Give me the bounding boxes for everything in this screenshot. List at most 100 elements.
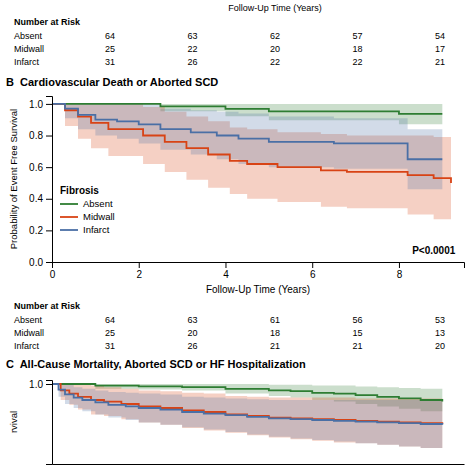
table-cell: 18	[352, 44, 362, 54]
table-row-name: Absent	[14, 315, 43, 325]
plot-area	[52, 384, 442, 450]
survival-line	[52, 384, 442, 425]
tick-group: 0	[50, 262, 56, 280]
legend-entry: Midwall	[83, 211, 115, 222]
annotation: P<0.0001	[412, 245, 456, 256]
axis	[53, 464, 465, 465]
chart-root: Follow-Up Time (Years) Number at Risk Abse…	[0, 0, 474, 474]
tick-group: 6	[310, 262, 316, 280]
km-panel: C All-Cause Mortality, Aborted SCD or HF…	[6, 358, 465, 465]
table-cell: 20	[435, 341, 445, 351]
table-cell: 22	[270, 57, 280, 67]
km-panel: B Cardiovascular Death or Aborted SCD 0 2 4…	[6, 76, 465, 295]
table-cell: 31	[105, 57, 115, 67]
chart-svg: Follow-Up Time (Years) Number at Risk Abse…	[0, 0, 474, 474]
table-cell: 31	[105, 341, 115, 351]
panel-title: B Cardiovascular Death or Aborted SCD	[6, 76, 218, 88]
table-cell: 20	[270, 44, 280, 54]
table-cell: 21	[435, 57, 445, 67]
tick-label: 4	[223, 269, 229, 280]
confidence-band	[52, 384, 442, 450]
tick-label: 8	[397, 269, 403, 280]
legend-entry: Infarct	[83, 224, 110, 235]
tick-group: 4	[223, 262, 229, 280]
table-row-name: Midwall	[14, 328, 44, 338]
table-cell: 63	[187, 31, 197, 41]
table-cell: 54	[435, 31, 445, 41]
tick-label: 0.8	[29, 130, 43, 141]
tick	[139, 262, 140, 268]
tick-label: 1.0	[29, 99, 43, 110]
tick	[399, 262, 400, 268]
risk-table: Number at RiskAbsent6463615653Midwall252…	[14, 301, 445, 351]
legend-entry: Absent	[83, 198, 113, 209]
tick	[46, 167, 52, 168]
axis-line	[46, 97, 53, 263]
table-cell: 26	[187, 57, 197, 67]
survival-line	[52, 384, 442, 424]
tick-group: 0.6	[29, 162, 52, 173]
table-cell: 17	[435, 44, 445, 54]
tick-label: 0.6	[29, 162, 43, 173]
tick-group: 1.0	[29, 99, 52, 110]
tick	[312, 262, 313, 268]
table-cell: 21	[352, 341, 362, 351]
tick	[46, 230, 52, 231]
tick	[225, 262, 226, 268]
axis: 0 2 4 6 8	[50, 262, 465, 280]
tick-label: 2	[136, 269, 142, 280]
table-cell: 13	[435, 328, 445, 338]
axis-line	[53, 464, 465, 465]
axis: 1.0	[29, 379, 52, 465]
table-label: Number at Risk	[14, 301, 81, 311]
table-cell: 18	[270, 328, 280, 338]
table-cell: 21	[270, 341, 280, 351]
tick-group: 0.4	[29, 193, 52, 204]
tick	[46, 262, 52, 263]
confidence-band	[52, 104, 442, 189]
legend-swatch	[60, 229, 78, 231]
legend-swatch	[60, 203, 78, 205]
tick-label: 6	[310, 269, 316, 280]
table-cell: 53	[435, 315, 445, 325]
legend-title: Fibrosis	[60, 185, 99, 196]
tick-label: 1.0	[29, 379, 43, 390]
table-cell: 56	[352, 315, 362, 325]
table-header: Follow-Up Time (Years)	[228, 3, 322, 13]
tick-group: 0.2	[29, 225, 52, 236]
table-row-name: Midwall	[14, 44, 44, 54]
survival-line	[52, 104, 451, 183]
tick-label: 0.2	[29, 225, 43, 236]
tick	[46, 104, 52, 105]
y-axis-title: rvival	[8, 411, 19, 433]
table-cell: 64	[105, 31, 115, 41]
tick-group: 2	[136, 262, 142, 280]
axis: 0.0 0.2 0.4 0.6 0.8 1.0	[29, 97, 52, 268]
tick-group: 0.0	[29, 257, 52, 268]
tick-label: 0.0	[29, 257, 43, 268]
table-cell: 61	[270, 315, 280, 325]
axis-line	[53, 263, 465, 269]
x-axis-title: Follow-Up Time (Years)	[206, 284, 310, 295]
tick-group: 1.0	[29, 379, 52, 390]
confidence-band	[52, 384, 442, 450]
tick-group: 0.8	[29, 130, 52, 141]
table-cell: 20	[187, 328, 197, 338]
table-cell: 22	[352, 57, 362, 67]
tick-group: 8	[397, 262, 403, 280]
table-cell: 25	[105, 328, 115, 338]
table-cell: 64	[105, 315, 115, 325]
tick	[46, 136, 52, 137]
legend-swatch	[60, 216, 78, 218]
table-cell: 62	[270, 31, 280, 41]
survival-line	[52, 384, 442, 402]
table-row-name: Infarct	[14, 341, 40, 351]
plot-area	[52, 104, 451, 223]
axis-line	[46, 381, 53, 465]
table-cell: 25	[105, 44, 115, 54]
y-axis-title: Probability of Event Free Survival	[8, 109, 19, 249]
tick	[46, 384, 52, 385]
tick-label: 0	[50, 269, 56, 280]
table-cell: 26	[187, 341, 197, 351]
table-cell: 57	[352, 31, 362, 41]
